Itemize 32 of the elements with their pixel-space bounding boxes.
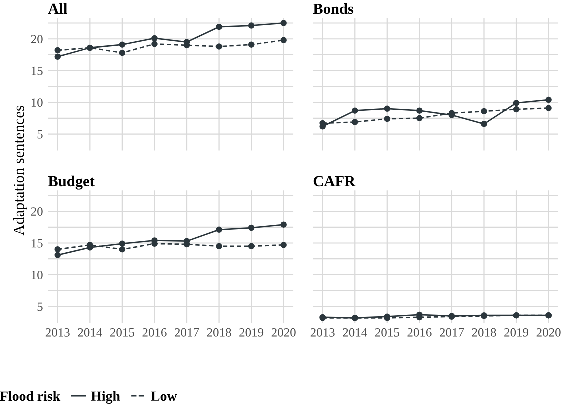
x-tick-label: 2014 xyxy=(343,328,368,337)
chart-title: Bonds xyxy=(313,3,354,14)
x-tick-label: 2016 xyxy=(142,328,167,337)
y-tick-label: 5 xyxy=(38,130,43,139)
x-tick-label: 2013 xyxy=(310,328,335,337)
legend-label: High xyxy=(91,391,120,404)
x-tick-label: 2015 xyxy=(375,328,400,337)
x-tick-label: 2013 xyxy=(46,328,70,337)
y-tick-label: 20 xyxy=(31,35,43,44)
x-tick-label: 2015 xyxy=(110,328,134,337)
x-tick-label: 2020 xyxy=(536,328,561,337)
chart-title: All xyxy=(48,3,68,14)
legend-title: Flood risk xyxy=(0,391,61,402)
x-tick-label: 2018 xyxy=(472,328,496,337)
y-tick-label: 15 xyxy=(32,66,43,76)
x-tick-label: 2019 xyxy=(504,328,529,337)
legend-label: Low xyxy=(151,392,178,402)
y-tick-label: 20 xyxy=(31,208,43,216)
x-tick-label: 2014 xyxy=(78,328,102,337)
y-axis-title: Adaptation sentences xyxy=(13,106,28,236)
x-tick-label: 2018 xyxy=(207,328,232,337)
x-tick-label: 2020 xyxy=(272,328,296,337)
y-tick-label: 10 xyxy=(32,98,43,108)
x-tick-label: 2017 xyxy=(440,328,464,337)
chart-title: CAFR xyxy=(314,176,356,187)
y-tick-label: 10 xyxy=(32,271,43,280)
chart-title: Budget xyxy=(48,176,95,190)
y-tick-label: 15 xyxy=(32,239,43,248)
x-tick-label: 2016 xyxy=(408,328,432,337)
y-tick-label: 5 xyxy=(38,302,43,312)
x-tick-label: 2019 xyxy=(240,328,264,337)
x-tick-label: 2017 xyxy=(175,328,200,337)
